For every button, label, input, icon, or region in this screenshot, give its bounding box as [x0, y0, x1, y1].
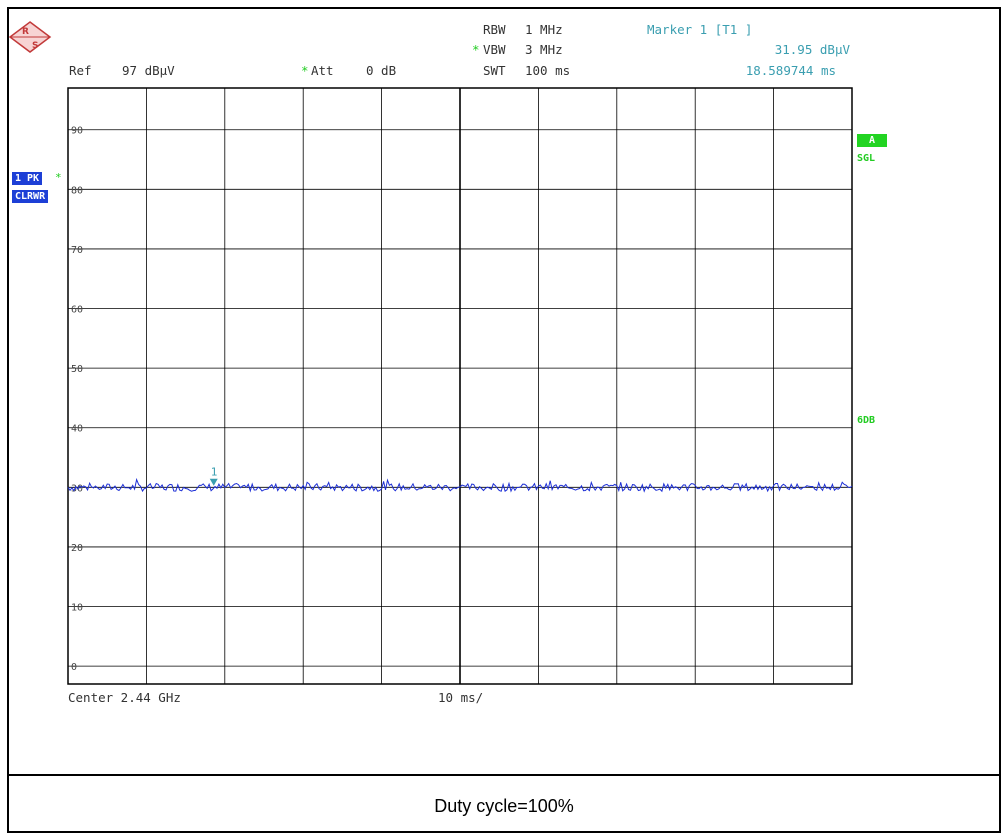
vbw-value: 3 MHz — [525, 42, 563, 57]
swt-value: 100 ms — [525, 63, 571, 78]
trace-badge: 1 PK — [12, 172, 43, 185]
rbw-value: 1 MHz — [525, 22, 563, 37]
analyzer-screenshot-frame: Duty cycle=100% — [7, 7, 1001, 833]
a-badge: A — [857, 134, 887, 147]
trace-star: * — [55, 171, 62, 184]
sweep-per-division: 10 ms/ — [438, 690, 484, 705]
att-value: 0 dB — [366, 63, 397, 78]
caption-text: Duty cycle=100% — [434, 796, 574, 816]
att-label: Att — [311, 63, 334, 78]
center-frequency: Center 2.44 GHz — [68, 690, 181, 705]
caption-divider — [9, 774, 999, 776]
marker-title: Marker 1 [T1 ] — [647, 22, 753, 37]
svg-text:R: R — [22, 27, 29, 37]
swt-label: SWT — [483, 63, 506, 78]
clrwr-badge: CLRWR — [12, 190, 49, 203]
ref-value: 97 dBµV — [122, 63, 175, 78]
marker-time: 18.589744 ms — [745, 63, 836, 78]
marker-level: 31.95 dBµV — [774, 42, 850, 57]
ref-label: Ref — [69, 63, 92, 78]
sgl-label: SGL — [857, 153, 876, 164]
svg-text:S: S — [32, 41, 38, 51]
vbw-label: VBW — [483, 42, 506, 57]
rbw-label: RBW — [483, 22, 506, 37]
att-star: * — [301, 63, 309, 78]
vbw-star: * — [472, 42, 480, 57]
rs-logo: R S — [8, 20, 52, 54]
sixdb-label: 6DB — [857, 415, 876, 426]
